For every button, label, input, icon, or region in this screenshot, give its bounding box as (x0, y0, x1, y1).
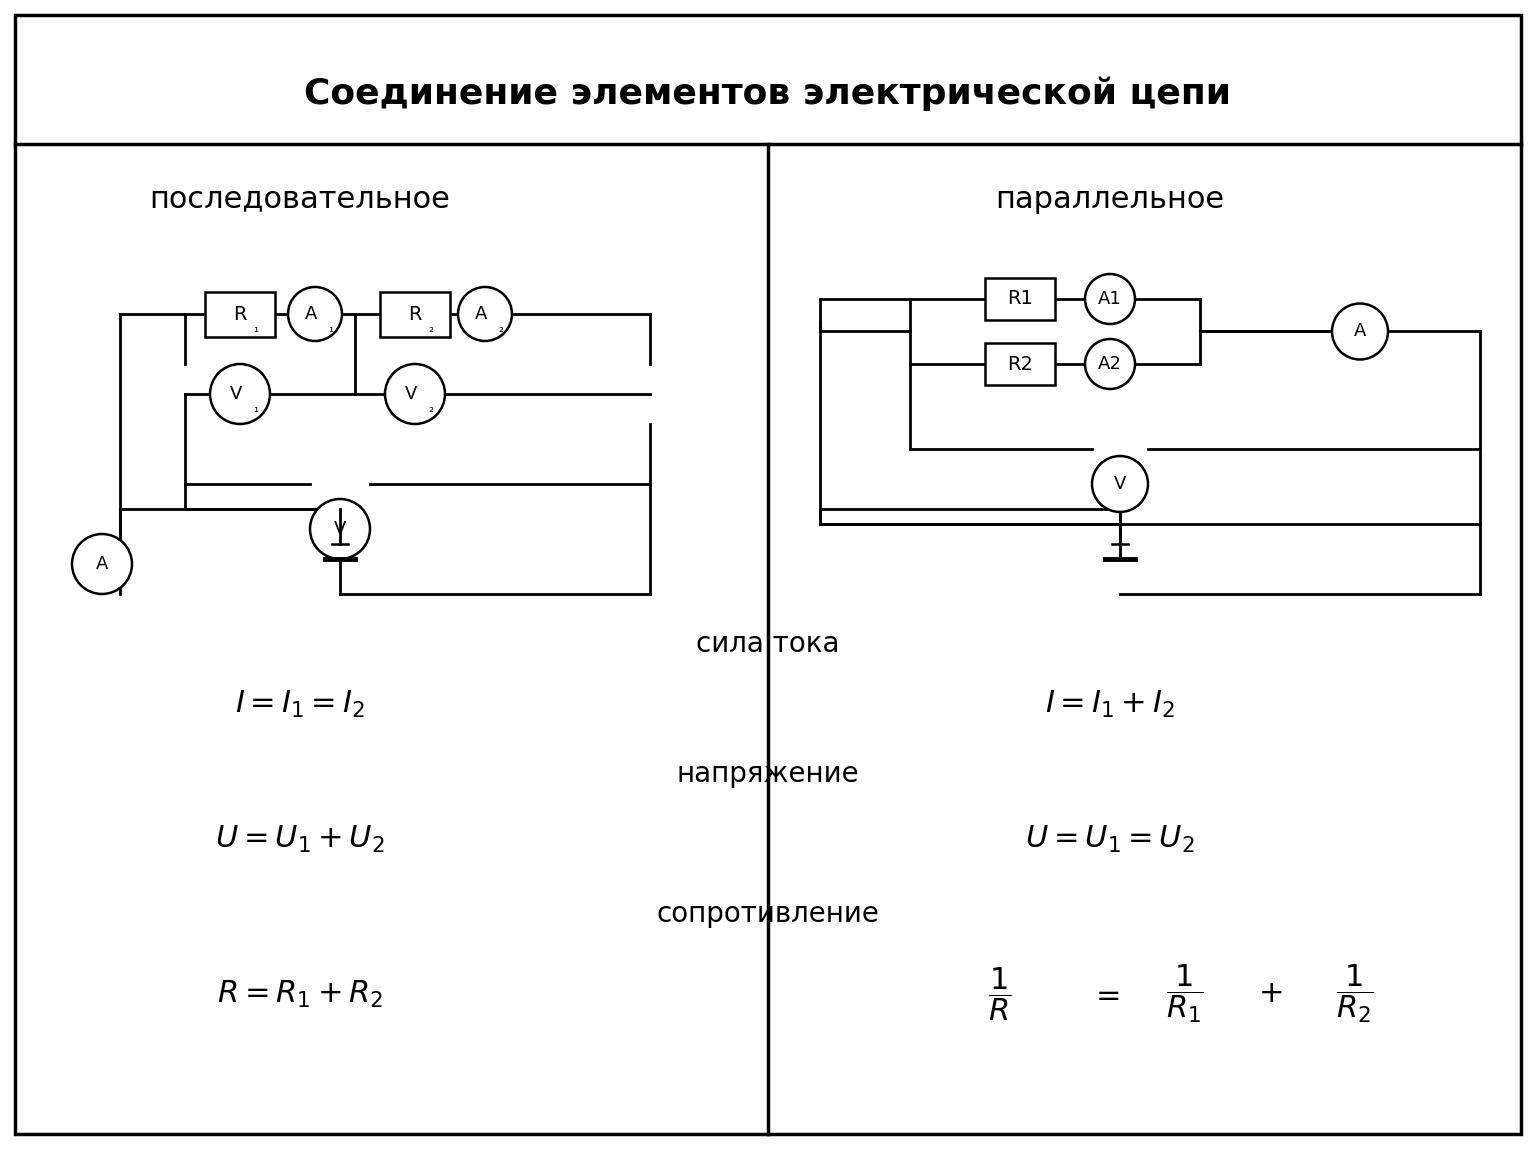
Text: A: A (1353, 323, 1366, 340)
Text: A: A (304, 304, 318, 323)
Text: A: A (95, 555, 108, 573)
Bar (204, 292, 275, 337)
Circle shape (1332, 303, 1389, 360)
Circle shape (1092, 456, 1147, 512)
Text: ₂: ₂ (429, 322, 433, 336)
Bar (985, 344, 1055, 385)
Text: $+$: $+$ (1258, 979, 1283, 1009)
Text: Соединение элементов электрической цепи: Соединение элементов электрической цепи (304, 77, 1232, 111)
Text: параллельное: параллельное (995, 185, 1224, 214)
Circle shape (210, 364, 270, 424)
Text: $=$: $=$ (1091, 979, 1120, 1009)
Circle shape (72, 534, 132, 594)
Text: $I = I_1 + I_2$: $I = I_1 + I_2$ (1044, 688, 1175, 719)
Text: A2: A2 (1098, 355, 1121, 373)
Text: ₁: ₁ (253, 322, 258, 336)
Circle shape (386, 364, 445, 424)
Text: V: V (230, 385, 243, 403)
Text: V: V (1114, 475, 1126, 493)
Text: A1: A1 (1098, 290, 1121, 308)
Text: R1: R1 (1008, 290, 1032, 308)
Text: $U = U_1 = U_2$: $U = U_1 = U_2$ (1025, 824, 1195, 855)
Text: V: V (406, 385, 418, 403)
Circle shape (1084, 339, 1135, 390)
Bar (379, 292, 450, 337)
Circle shape (458, 287, 511, 341)
Text: ₁: ₁ (253, 402, 258, 415)
Circle shape (310, 499, 370, 560)
Text: $R = R_1 + R_2$: $R = R_1 + R_2$ (217, 979, 382, 1010)
Text: $\dfrac{1}{R}$: $\dfrac{1}{R}$ (988, 965, 1012, 1023)
Bar (985, 278, 1055, 321)
Text: последовательное: последовательное (149, 185, 450, 214)
Text: ₂: ₂ (498, 322, 502, 336)
Text: $I = I_1 = I_2$: $I = I_1 = I_2$ (235, 688, 366, 719)
Text: R2: R2 (1008, 355, 1032, 373)
Circle shape (289, 287, 343, 341)
Text: ₂: ₂ (429, 402, 433, 415)
Text: $U = U_1 + U_2$: $U = U_1 + U_2$ (215, 824, 386, 855)
Text: $\dfrac{1}{R_2}$: $\dfrac{1}{R_2}$ (1336, 963, 1373, 1025)
Text: напряжение: напряжение (677, 759, 859, 788)
Text: R: R (233, 304, 247, 324)
Circle shape (1084, 273, 1135, 324)
Text: ₁: ₁ (329, 322, 333, 336)
Text: сила тока: сила тока (696, 630, 840, 658)
Text: $\dfrac{1}{R_1}$: $\dfrac{1}{R_1}$ (1166, 963, 1204, 1025)
Text: A: A (475, 304, 487, 323)
Text: сопротивление: сопротивление (656, 900, 880, 928)
Text: R: R (409, 304, 422, 324)
Text: V: V (333, 520, 346, 538)
